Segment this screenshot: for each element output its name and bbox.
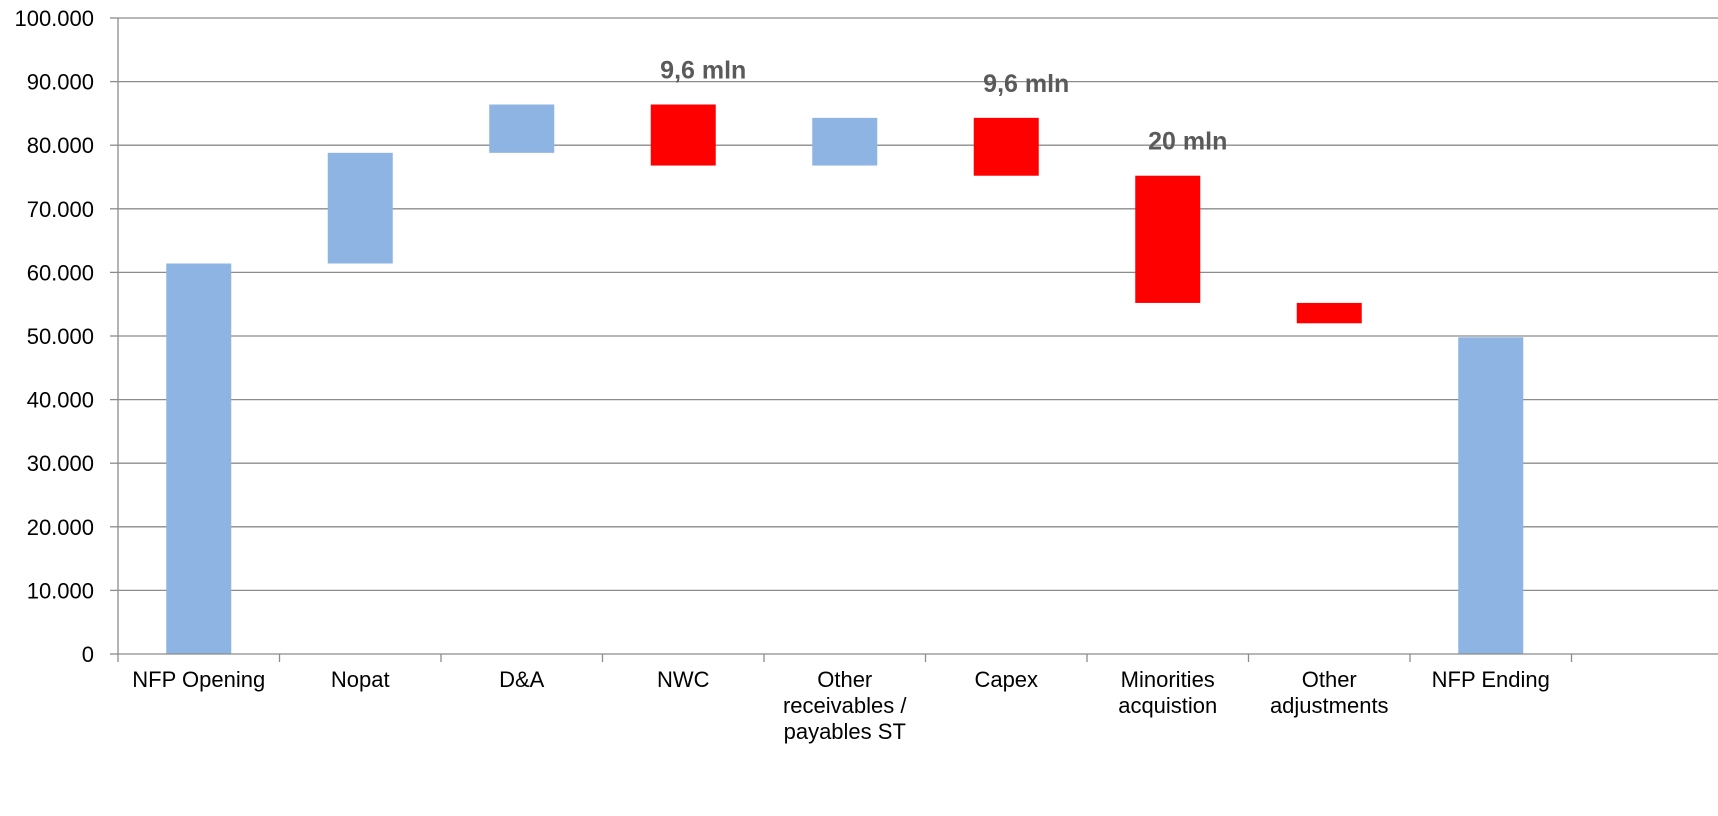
bar-total <box>1458 337 1524 654</box>
y-tick-label: 50.000 <box>27 324 94 349</box>
y-tick-label: 10.000 <box>27 578 94 603</box>
bar-decrease <box>1296 302 1362 324</box>
bars <box>166 104 1524 654</box>
y-tick-label: 80.000 <box>27 133 94 158</box>
x-category-label: NFP Ending <box>1432 667 1550 692</box>
y-tick-labels: 0 10.000 20.000 30.000 40.000 50.000 60.000 70.… <box>14 6 94 667</box>
x-category-label: Minorities <box>1121 667 1215 692</box>
bar-increase <box>489 104 555 153</box>
x-category-label: Nopat <box>331 667 390 692</box>
x-category-label: Other <box>1302 667 1357 692</box>
x-category-label: D&A <box>499 667 545 692</box>
data-annotations: 9,6 mln 9,6 mln 20 mln <box>660 56 1227 155</box>
data-label-annotation: 9,6 mln <box>660 56 746 84</box>
bar-decrease <box>1135 175 1201 303</box>
x-category-label: adjustments <box>1270 693 1389 718</box>
data-label-annotation: 9,6 mln <box>983 70 1069 98</box>
x-category-label: Other <box>817 667 872 692</box>
bar-increase <box>812 117 878 166</box>
y-tick-label: 20.000 <box>27 515 94 540</box>
y-tick-label: 60.000 <box>27 260 94 285</box>
x-category-label: NFP Opening <box>132 667 265 692</box>
x-category-label: Capex <box>974 667 1038 692</box>
axes <box>110 17 1718 662</box>
y-tick-label: 30.000 <box>27 451 94 476</box>
x-category-label: NWC <box>657 667 710 692</box>
y-tick-label: 90.000 <box>27 70 94 95</box>
y-tick-label: 100.000 <box>14 6 94 31</box>
x-category-label: receivables / <box>783 693 907 718</box>
y-tick-label: 70.000 <box>27 197 94 222</box>
x-category-label: payables ST <box>784 719 906 744</box>
y-tick-label: 0 <box>82 642 94 667</box>
bar-total <box>166 263 232 654</box>
x-category-label: acquistion <box>1118 693 1217 718</box>
bar-increase <box>327 152 393 264</box>
y-tick-label: 40.000 <box>27 388 94 413</box>
data-label-annotation: 20 mln <box>1148 128 1227 156</box>
bar-decrease <box>973 117 1039 176</box>
bar-decrease <box>650 104 716 166</box>
